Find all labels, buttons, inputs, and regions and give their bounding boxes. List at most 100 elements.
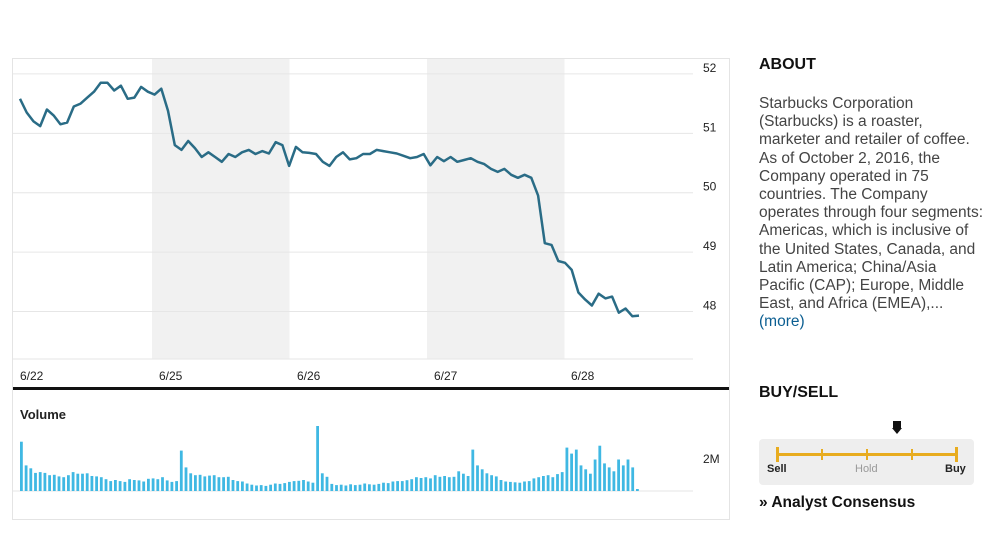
- volume-bar: [527, 481, 531, 491]
- volume-bar: [438, 476, 442, 491]
- volume-bar: [320, 473, 324, 491]
- volume-bar: [57, 476, 61, 491]
- volume-bar: [518, 482, 522, 491]
- volume-bar: [184, 467, 188, 491]
- volume-bar: [273, 483, 277, 491]
- volume-bar: [424, 477, 428, 491]
- volume-bar: [52, 474, 56, 491]
- volume-bar: [222, 477, 225, 491]
- volume-bar: [194, 475, 197, 491]
- volume-y-tick-label: 2M: [703, 452, 720, 466]
- volume-bar: [170, 481, 174, 491]
- about-section: ABOUT Starbucks Corporation (Starbucks) …: [759, 56, 984, 332]
- volume-bar: [208, 475, 211, 491]
- volume-bar: [179, 450, 183, 491]
- volume-bar: [34, 472, 37, 491]
- volume-title: Volume: [20, 407, 66, 422]
- volume-bar: [245, 483, 249, 491]
- volume-bar: [471, 449, 475, 491]
- volume-bar: [626, 459, 630, 491]
- volume-bar: [410, 479, 414, 491]
- volume-bar: [269, 484, 272, 491]
- volume-bar: [391, 481, 395, 491]
- volume-bar: [344, 485, 348, 491]
- volume-bar: [513, 482, 517, 491]
- volume-bar: [631, 467, 635, 491]
- volume-bar: [302, 480, 305, 491]
- volume-bar: [546, 475, 550, 491]
- volume-bar: [114, 480, 117, 491]
- volume-bar: [339, 484, 343, 491]
- volume-bar: [551, 477, 555, 491]
- volume-bar: [156, 479, 160, 491]
- volume-bar: [405, 480, 409, 491]
- volume-bar: [109, 481, 113, 491]
- volume-bar: [532, 478, 536, 491]
- volume-bar: [43, 472, 47, 491]
- volume-bar: [542, 476, 545, 491]
- volume-bar: [570, 453, 573, 491]
- rating-cap-sell: [776, 447, 779, 462]
- analyst-consensus-link[interactable]: » Analyst Consensus: [759, 494, 916, 511]
- volume-bar: [95, 476, 98, 491]
- rating-scale: Sell Hold Buy: [759, 439, 974, 485]
- volume-bar: [589, 473, 592, 491]
- price-series-line: [18, 81, 640, 318]
- volume-bar: [151, 478, 155, 491]
- volume-bar: [499, 480, 503, 491]
- volume-bar: [236, 481, 240, 491]
- volume-bar: [165, 480, 169, 491]
- volume-bar: [584, 469, 588, 491]
- volume-bar: [241, 481, 244, 491]
- x-tick-label: 6/22: [20, 369, 44, 383]
- buy-label: Buy: [945, 463, 966, 475]
- volume-bar: [617, 459, 620, 491]
- volume-bar: [259, 485, 263, 491]
- volume-bar: [29, 468, 33, 491]
- buy-sell-section: BUY/SELL Sell Hold Buy » Analyst Consens…: [759, 384, 989, 511]
- rating-cap-buy: [955, 447, 958, 462]
- volume-bar: [147, 478, 150, 491]
- volume-bar: [443, 476, 446, 491]
- volume-bar: [372, 484, 376, 491]
- volume-bar: [311, 482, 315, 491]
- volume-bar: [612, 471, 616, 491]
- rating-marker-icon: [892, 421, 902, 434]
- volume-bar: [415, 477, 418, 491]
- volume-bar: [104, 479, 108, 491]
- volume-bar: [574, 449, 578, 491]
- volume-bar: [123, 481, 127, 491]
- volume-bar: [128, 479, 131, 491]
- volume-bar: [278, 483, 282, 491]
- volume-bar: [400, 481, 404, 491]
- volume-bar: [593, 459, 597, 491]
- volume-bar: [24, 465, 28, 491]
- volume-bar: [189, 473, 193, 491]
- volume-bar: [20, 441, 23, 491]
- y-tick-label: 52: [703, 61, 717, 75]
- about-text: Starbucks Corporation (Starbucks) is a r…: [759, 95, 984, 332]
- volume-bar: [325, 476, 329, 491]
- volume-bar: [363, 483, 367, 491]
- volume-bar: [419, 478, 423, 491]
- about-description: Starbucks Corporation (Starbucks) is a r…: [759, 95, 984, 313]
- volume-bar: [429, 478, 432, 491]
- volume-bar: [607, 467, 611, 491]
- volume-bar: [396, 481, 399, 491]
- day-shade: [427, 59, 565, 359]
- rating-tick: [866, 449, 868, 460]
- more-link[interactable]: (more): [759, 313, 805, 331]
- volume-bar: [81, 473, 84, 491]
- volume-bar: [560, 472, 564, 491]
- volume-bar: [537, 477, 541, 491]
- volume-bar: [76, 473, 80, 491]
- volume-bar: [462, 473, 465, 491]
- volume-bar: [71, 472, 75, 491]
- volume-bar: [377, 483, 381, 491]
- volume-bar: [48, 475, 51, 491]
- volume-bar: [598, 445, 602, 491]
- x-tick-label: 6/25: [159, 369, 183, 383]
- volume-bar: [137, 480, 141, 491]
- volume-bar: [504, 481, 508, 491]
- volume-bar: [292, 481, 296, 491]
